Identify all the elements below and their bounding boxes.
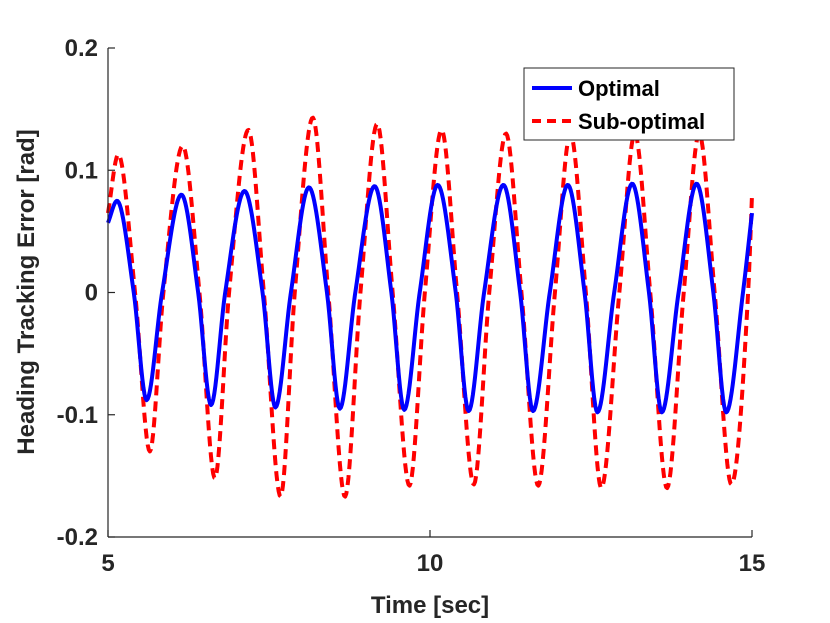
legend-label-optimal: Optimal	[578, 76, 660, 101]
y-tick-label: 0	[85, 280, 98, 307]
legend: Optimal Sub-optimal	[523, 67, 735, 141]
x-axis-label: Time [sec]	[371, 592, 489, 619]
series-line-optimal	[106, 181, 754, 415]
ticks: 0.2 0.1 0 -0.1 -0.25 10 15	[57, 35, 766, 577]
series-layer	[106, 115, 754, 499]
y-tick-label: -0.2	[57, 524, 98, 551]
x-tick-label: 15	[739, 550, 766, 577]
x-tick-label: 10	[417, 550, 444, 577]
y-tick-label: -0.1	[57, 402, 98, 429]
legend-label-sub-optimal: Sub-optimal	[578, 109, 705, 134]
legend-box	[523, 67, 735, 141]
x-tick-label: 5	[101, 550, 114, 577]
y-tick-label: 0.2	[65, 35, 98, 62]
y-tick-label: 0.1	[65, 157, 98, 184]
y-axis-label: Heading Tracking Error [rad]	[13, 129, 40, 454]
